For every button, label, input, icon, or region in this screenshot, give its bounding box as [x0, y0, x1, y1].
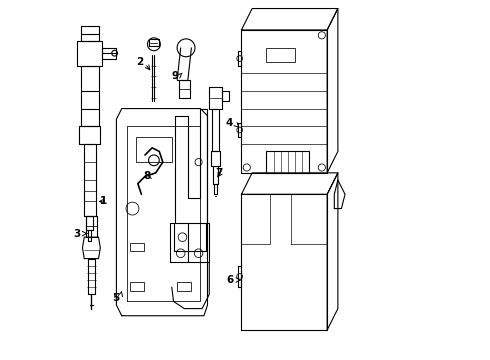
- Bar: [130, 243, 144, 251]
- Bar: [130, 282, 144, 291]
- Text: 7: 7: [216, 168, 223, 178]
- Text: 4: 4: [226, 118, 233, 128]
- Bar: [136, 137, 172, 162]
- Bar: [267, 152, 309, 173]
- Bar: [177, 282, 192, 291]
- Text: 6: 6: [226, 275, 233, 285]
- Text: 9: 9: [172, 71, 179, 81]
- Text: 1: 1: [100, 197, 107, 206]
- Text: 2: 2: [136, 57, 143, 67]
- Text: 8: 8: [143, 171, 150, 181]
- Bar: [267, 48, 295, 62]
- Text: 3: 3: [74, 229, 81, 239]
- Text: 5: 5: [112, 293, 119, 303]
